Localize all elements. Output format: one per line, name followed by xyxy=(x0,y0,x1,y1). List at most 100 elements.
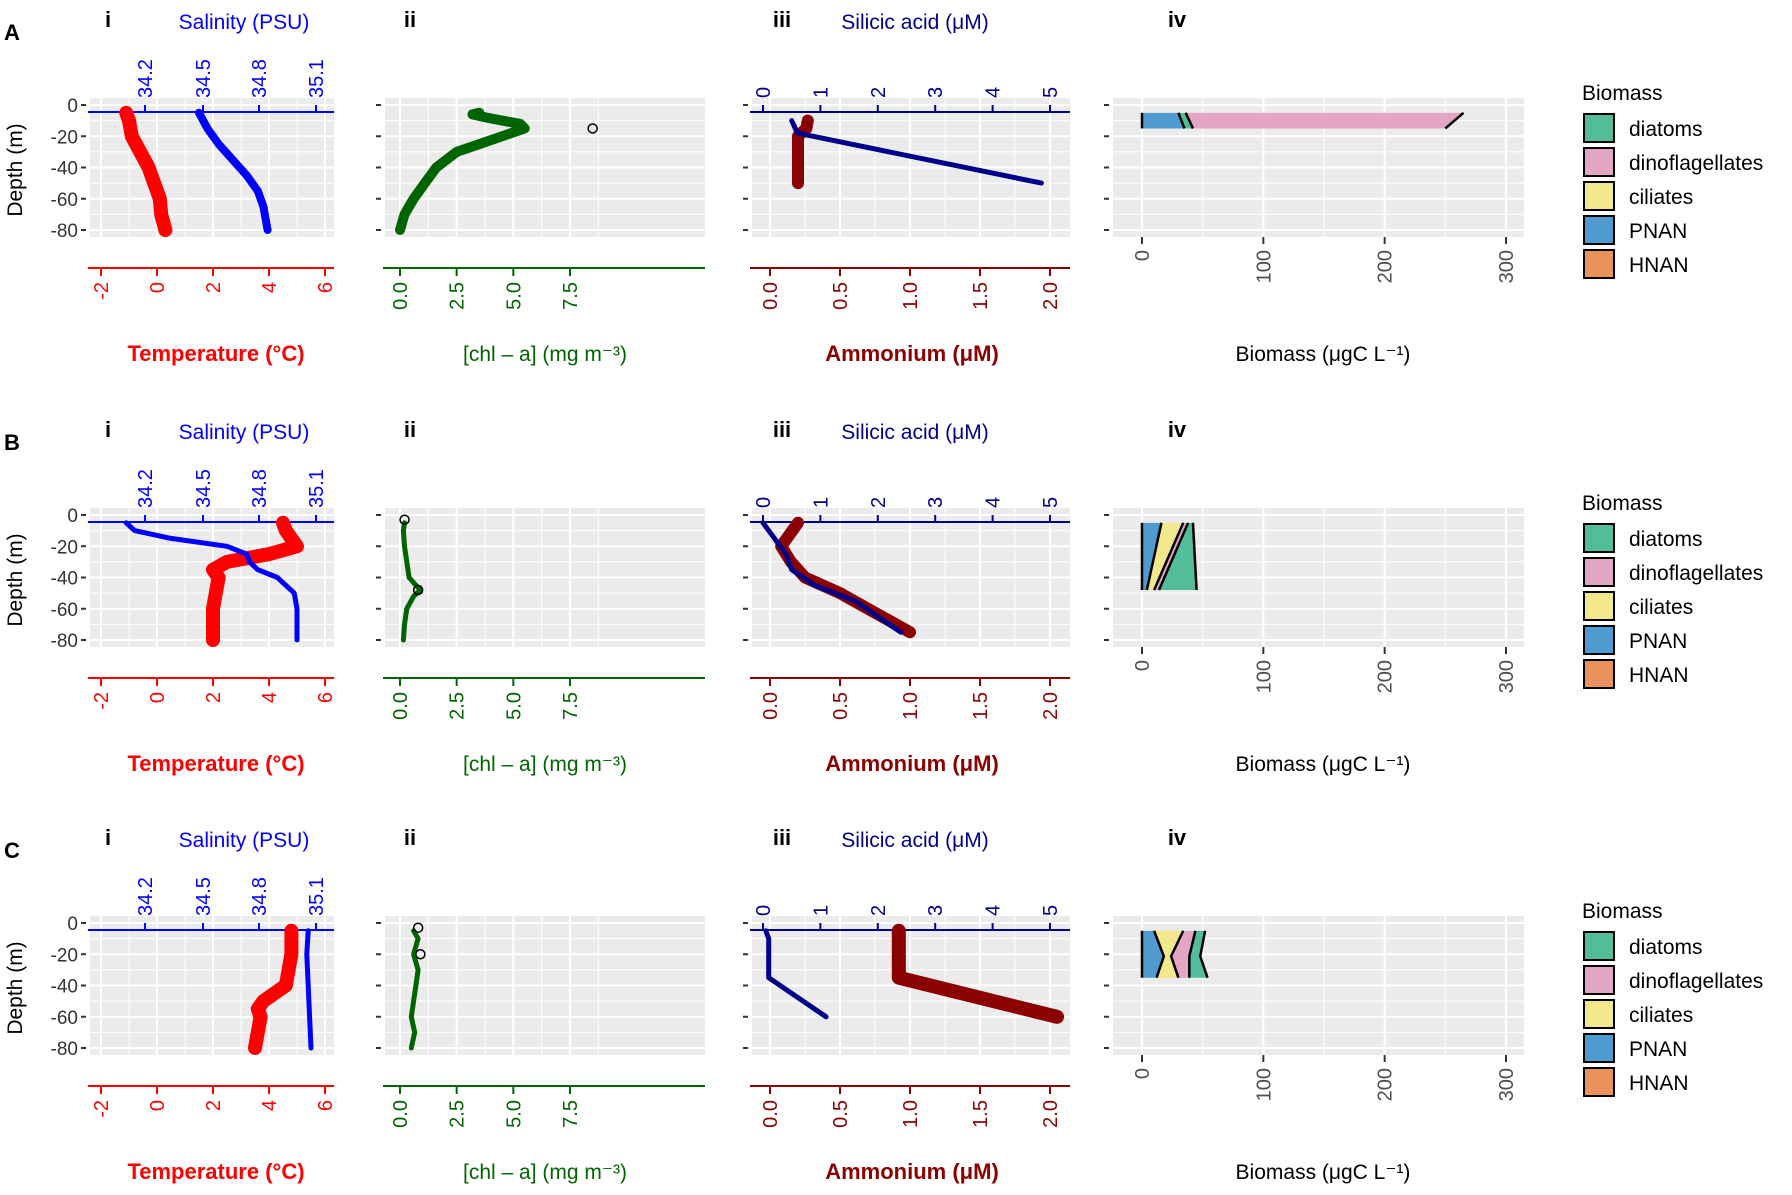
chl-tick-label: 0.0 xyxy=(390,1100,412,1128)
panel-label-ii: ii xyxy=(404,417,416,442)
temperature-series xyxy=(248,923,299,1055)
salinity-tick-label: 34.8 xyxy=(249,59,271,98)
temperature-series xyxy=(119,105,173,237)
chl-outlier-point xyxy=(412,584,424,596)
chl-tick-label: 5.0 xyxy=(503,692,525,720)
chl-tick-label: 2.5 xyxy=(447,692,469,720)
biomass-boundary xyxy=(1184,112,1195,129)
depth-axis-title: Depth (m) xyxy=(4,533,27,626)
legend-label-HNAN: HNAN xyxy=(1629,664,1689,687)
depth-tick-label: -40 xyxy=(51,159,78,180)
temperature-tick-label: 2 xyxy=(203,692,225,703)
temperature-tick-label: 4 xyxy=(259,692,281,703)
biomass-boundary xyxy=(1188,930,1197,978)
ammonium-axis-title: Ammonium (μM) xyxy=(825,341,999,366)
ammonium-tick-label: 0.5 xyxy=(830,692,852,720)
silicic-axis-title: Silicic acid (μM) xyxy=(841,421,988,444)
silicic-tick-label: 2 xyxy=(868,87,890,98)
depth-tick-label: 0 xyxy=(67,96,78,117)
salinity-axis-title: Salinity (PSU) xyxy=(179,829,310,852)
salinity-tick-label: 35.1 xyxy=(306,469,328,508)
row-label: C xyxy=(4,838,20,863)
biomass-axis-title: Biomass (μgC L⁻¹) xyxy=(1236,753,1411,776)
chl-tick-label: 7.5 xyxy=(560,1100,582,1128)
temperature-tick-label: 2 xyxy=(203,1100,225,1111)
legend-swatch-ciliates xyxy=(1583,591,1615,621)
salinity-tick-label: 35.1 xyxy=(306,59,328,98)
biomass-axis-title: Biomass (μgC L⁻¹) xyxy=(1236,1161,1411,1184)
ammonium-tick-label: 1.0 xyxy=(900,692,922,720)
legend-label-ciliates: ciliates xyxy=(1629,186,1693,209)
silicic-tick-label: 5 xyxy=(1040,497,1062,508)
temperature-tick-label: 6 xyxy=(315,692,337,703)
biomass-boundary xyxy=(1152,522,1185,591)
salinity-series xyxy=(195,108,272,234)
chl-tick-label: 2.5 xyxy=(447,1100,469,1128)
temperature-series xyxy=(206,515,304,647)
ammonium-axis-title: Ammonium (μM) xyxy=(825,751,999,776)
legend-swatch-ciliates xyxy=(1583,999,1615,1029)
legend-label-PNAN: PNAN xyxy=(1629,220,1687,243)
ammonium-tick-label: 2.0 xyxy=(1040,1100,1062,1128)
ammonium-tick-label: 0.5 xyxy=(830,1100,852,1128)
panel-label-i: i xyxy=(105,417,111,442)
salinity-series xyxy=(123,520,300,643)
depth-tick-label: 0 xyxy=(67,914,78,935)
temperature-tick-label: -2 xyxy=(91,1100,113,1118)
temperature-tick-label: 6 xyxy=(315,1100,337,1111)
salinity-axis-title: Salinity (PSU) xyxy=(179,11,310,34)
silicic-tick-label: 3 xyxy=(925,87,947,98)
legend-swatch-diatoms xyxy=(1583,523,1615,553)
silicic-tick-label: 3 xyxy=(925,905,947,916)
biomass-boundary xyxy=(1157,522,1190,591)
chl-outlier-point xyxy=(412,922,424,933)
temperature-tick-label: 0 xyxy=(147,282,169,293)
salinity-tick-label: 34.2 xyxy=(135,469,157,508)
temperature-axis-title: Temperature (°C) xyxy=(127,341,304,366)
depth-tick-label: -60 xyxy=(51,190,78,211)
ammonium-tick-label: 2.0 xyxy=(1040,692,1062,720)
salinity-axis-title: Salinity (PSU) xyxy=(179,421,310,444)
salinity-tick-label: 34.5 xyxy=(193,469,215,508)
silicic-tick-label: 4 xyxy=(983,497,1005,508)
chl-tick-label: 5.0 xyxy=(503,282,525,310)
ammonium-series xyxy=(891,923,1064,1024)
depth-tick-label: 0 xyxy=(67,506,78,527)
silicic-tick-label: 1 xyxy=(810,497,832,508)
ammonium-tick-label: 1.0 xyxy=(900,282,922,310)
biomass-area-diatoms xyxy=(1158,522,1197,590)
legend-swatch-PNAN xyxy=(1583,1033,1615,1063)
salinity-tick-label: 34.5 xyxy=(193,877,215,916)
ammonium-tick-label: 1.5 xyxy=(970,1100,992,1128)
temperature-tick-label: 0 xyxy=(147,692,169,703)
legend-label-diatoms: diatoms xyxy=(1629,936,1703,959)
biomass-tick-label: 200 xyxy=(1375,660,1397,693)
biomass-tick-label: 0 xyxy=(1132,250,1154,261)
chl-axis-title: [chl – a] (mg m⁻³) xyxy=(463,343,627,366)
row-label: A xyxy=(4,20,20,45)
depth-tick-label: -40 xyxy=(51,977,78,998)
salinity-tick-label: 34.2 xyxy=(135,59,157,98)
panel-label-iii: iii xyxy=(773,7,791,32)
ammonium-tick-label: 0.0 xyxy=(760,692,782,720)
chl-tick-label: 0.0 xyxy=(390,692,412,720)
legend-swatch-diatoms xyxy=(1583,113,1615,143)
chl-outlier-point xyxy=(399,514,410,525)
biomass-tick-label: 300 xyxy=(1496,1068,1518,1101)
biomass-tick-label: 100 xyxy=(1253,660,1275,693)
biomass-boundary xyxy=(1198,930,1209,979)
ammonium-tick-label: 0.0 xyxy=(760,282,782,310)
ammonium-tick-label: 1.0 xyxy=(900,1100,922,1128)
silicic-tick-label: 4 xyxy=(983,905,1005,916)
depth-tick-label: -60 xyxy=(51,600,78,621)
temperature-tick-label: 0 xyxy=(147,1100,169,1111)
legend-label-diatoms: diatoms xyxy=(1629,118,1703,141)
temperature-axis-title: Temperature (°C) xyxy=(127,751,304,776)
silicic-axis-title: Silicic acid (μM) xyxy=(841,829,988,852)
depth-tick-label: -20 xyxy=(51,945,78,966)
biomass-tick-label: 0 xyxy=(1132,660,1154,671)
chl-series xyxy=(408,928,421,1051)
biomass-area-PNAN xyxy=(1142,112,1185,129)
salinity-series xyxy=(304,928,314,1051)
chl-tick-label: 0.0 xyxy=(390,282,412,310)
